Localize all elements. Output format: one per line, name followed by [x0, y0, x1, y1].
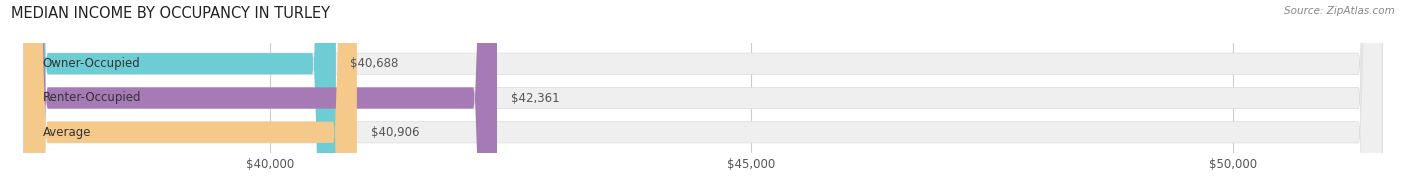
Text: Average: Average — [42, 126, 91, 139]
FancyBboxPatch shape — [24, 0, 496, 196]
FancyBboxPatch shape — [24, 0, 1382, 196]
FancyBboxPatch shape — [24, 0, 1382, 196]
Text: $42,361: $42,361 — [512, 92, 560, 104]
Text: Renter-Occupied: Renter-Occupied — [42, 92, 142, 104]
FancyBboxPatch shape — [24, 0, 1382, 196]
Text: MEDIAN INCOME BY OCCUPANCY IN TURLEY: MEDIAN INCOME BY OCCUPANCY IN TURLEY — [11, 6, 330, 21]
FancyBboxPatch shape — [24, 0, 357, 196]
FancyBboxPatch shape — [24, 0, 336, 196]
Text: Source: ZipAtlas.com: Source: ZipAtlas.com — [1284, 6, 1395, 16]
Text: Owner-Occupied: Owner-Occupied — [42, 57, 141, 70]
Text: $40,906: $40,906 — [371, 126, 420, 139]
Text: $40,688: $40,688 — [350, 57, 399, 70]
